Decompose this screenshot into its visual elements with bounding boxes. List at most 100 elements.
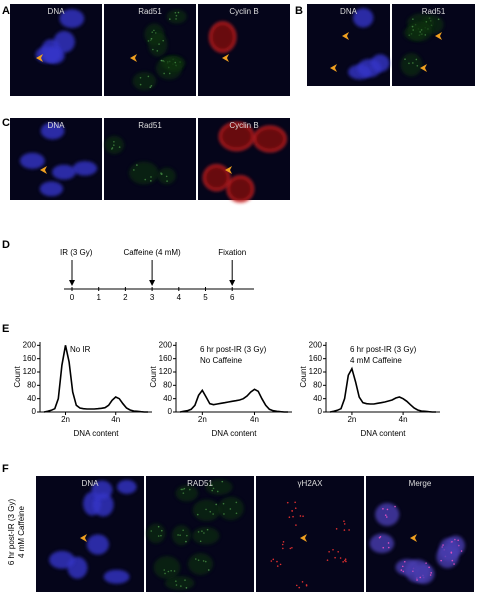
image-title: Cyclin B <box>229 7 258 16</box>
focus <box>286 501 289 504</box>
focus <box>451 540 453 543</box>
focus <box>382 546 385 549</box>
histogram-line <box>43 345 148 413</box>
focus <box>328 550 330 553</box>
focus <box>337 550 339 553</box>
annotation: 6 hr post-IR (3 Gy) <box>350 345 417 354</box>
nucleus <box>205 479 233 495</box>
nucleus <box>375 502 400 527</box>
focus <box>305 584 308 586</box>
annotation: 4 mM Caffeine <box>350 356 402 365</box>
cells <box>369 502 465 584</box>
micrograph: Cyclin B <box>198 4 290 96</box>
side-label: 6 hr post-IR (3 Gy) <box>7 499 16 566</box>
focus <box>450 551 453 554</box>
focus <box>416 579 418 581</box>
y-tick-label: 80 <box>313 380 322 389</box>
arrowhead <box>410 534 417 542</box>
cells <box>348 8 390 80</box>
cells <box>270 501 350 589</box>
nucleus <box>52 164 76 180</box>
nucleus <box>146 523 166 544</box>
focus <box>428 566 430 569</box>
focus <box>289 547 292 550</box>
event-arrowhead <box>149 280 156 286</box>
nucleus <box>171 525 191 546</box>
nucleus <box>188 553 214 575</box>
nucleus <box>153 556 181 579</box>
micrograph: RAD51 <box>146 476 254 592</box>
nucleus <box>407 21 433 42</box>
image-title: DNA <box>48 7 66 16</box>
timeline-label: 1 <box>96 293 101 302</box>
focus <box>288 516 291 518</box>
focus <box>282 547 284 550</box>
nucleus <box>192 499 221 522</box>
focus <box>386 508 389 511</box>
micrograph: DNA <box>36 476 144 592</box>
image-bg <box>104 118 196 200</box>
focus <box>387 546 390 549</box>
micrograph: DNA <box>10 118 102 200</box>
x-tick-label: 2n <box>61 415 70 424</box>
arrowhead <box>342 32 349 40</box>
event-arrowhead <box>69 280 75 286</box>
image-title: DNA <box>82 479 100 488</box>
focus <box>387 542 390 544</box>
side-label: 4 mM Caffeine <box>17 506 26 558</box>
cell <box>208 21 237 53</box>
nucleus <box>164 576 195 591</box>
focus <box>425 562 427 564</box>
nucleus <box>157 167 176 185</box>
focus <box>382 508 384 510</box>
focus <box>345 560 347 563</box>
x-axis-label: DNA content <box>212 429 258 438</box>
event-label: IR (3 Gy) <box>60 248 93 257</box>
x-tick-label: 4n <box>250 415 259 424</box>
focus <box>282 541 285 543</box>
focus <box>400 569 403 571</box>
nucleus <box>132 71 157 91</box>
nucleus <box>217 496 244 520</box>
focus <box>276 565 279 567</box>
nucleus <box>72 161 98 176</box>
histogram-line <box>179 388 288 413</box>
y-tick-label: 40 <box>27 394 36 403</box>
cell <box>226 175 255 203</box>
x-tick-label: 2n <box>198 415 207 424</box>
cells <box>202 121 287 203</box>
annotation: No Caffeine <box>200 356 243 365</box>
y-tick-label: 40 <box>313 394 322 403</box>
y-tick-label: 200 <box>309 340 323 349</box>
focus <box>301 581 304 583</box>
focus <box>291 510 293 512</box>
image-title: RAD51 <box>187 479 213 488</box>
panel-label: B <box>295 5 303 17</box>
focus <box>292 515 294 518</box>
arrowhead <box>130 54 137 62</box>
nucleus <box>104 135 124 154</box>
arrowhead <box>222 54 229 62</box>
y-axis-label: Count <box>149 366 158 388</box>
focus <box>291 546 293 549</box>
nucleus <box>436 545 459 569</box>
focus <box>334 556 336 559</box>
nucleus <box>53 30 75 53</box>
focus <box>412 570 414 573</box>
nucleus <box>39 181 64 197</box>
nucleus <box>352 8 374 28</box>
focus <box>348 529 350 531</box>
y-tick-label: 40 <box>163 394 172 403</box>
focus <box>344 558 347 560</box>
y-tick-label: 160 <box>23 354 37 363</box>
timeline-label: 3 <box>150 293 155 302</box>
focus <box>343 523 346 525</box>
nucleus <box>86 534 109 555</box>
focus <box>453 563 455 565</box>
arrowhead <box>420 64 427 72</box>
focus <box>294 501 296 504</box>
focus <box>343 520 345 522</box>
arrowhead <box>36 54 43 62</box>
nucleus <box>175 484 199 502</box>
y-tick-label: 0 <box>168 407 173 416</box>
